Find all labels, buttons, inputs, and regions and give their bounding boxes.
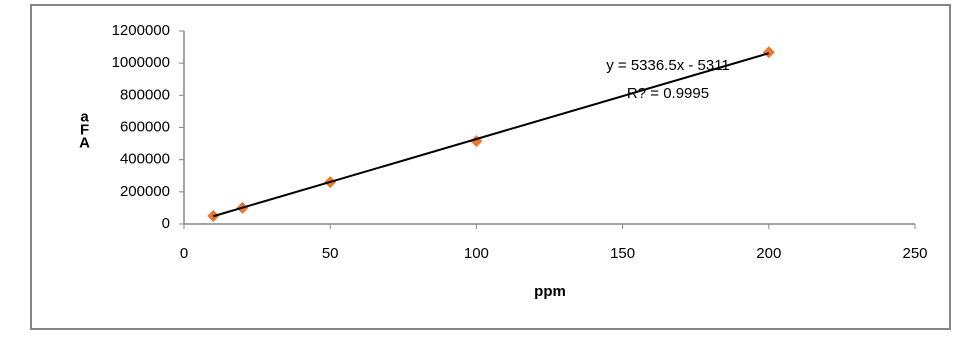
x-tick-label: 50 — [322, 245, 339, 262]
y-tick-label: 0 — [162, 215, 170, 232]
y-tick-label: 1200000 — [112, 22, 170, 39]
x-tick-label: 100 — [464, 245, 489, 262]
x-tick-label: 250 — [902, 245, 927, 262]
x-axis-title: ppm — [534, 283, 566, 300]
y-tick-label: 400000 — [120, 151, 170, 168]
y-tick-label: 200000 — [120, 183, 170, 200]
x-tick-label: 200 — [756, 245, 781, 262]
y-tick-label: 600000 — [120, 118, 170, 135]
x-tick-label: 0 — [180, 245, 188, 262]
data-point — [762, 46, 775, 59]
x-tick-label: 150 — [610, 245, 635, 262]
y-axis-title: aFA — [76, 109, 93, 148]
y-tick-label: 800000 — [120, 86, 170, 103]
trendline — [212, 52, 770, 218]
trendline-equation: y = 5336.5x - 5311 — [606, 57, 730, 74]
trendline-r-squared: R? = 0.9995 — [627, 85, 709, 102]
y-tick-label: 1000000 — [112, 54, 170, 71]
